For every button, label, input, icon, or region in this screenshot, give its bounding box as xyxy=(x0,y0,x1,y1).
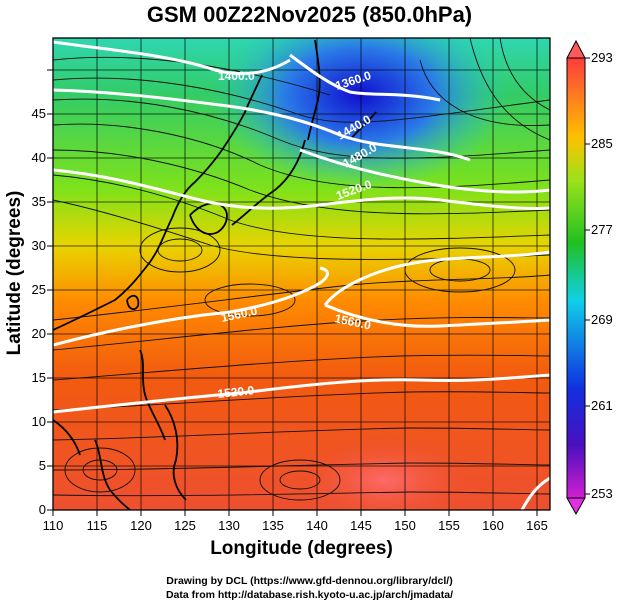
colorbar-tick-label: 261 xyxy=(591,398,613,413)
warm-core xyxy=(295,435,475,510)
y-tick-label: 40 xyxy=(31,150,46,165)
colorbar-min-arrow xyxy=(566,497,586,516)
y-tick-label: 30 xyxy=(31,238,46,253)
y-axis-label: Latitude (degrees) xyxy=(4,190,25,356)
y-tick-label: 45 xyxy=(31,106,46,121)
plot-frame xyxy=(52,37,551,511)
colorbar xyxy=(566,39,590,516)
x-tick-label: 120 xyxy=(130,518,152,533)
colorbar-max-arrow xyxy=(566,39,586,59)
x-tick-label: 115 xyxy=(86,518,108,533)
x-tick-label: 150 xyxy=(394,518,416,533)
x-tick-label: 130 xyxy=(218,518,240,533)
x-tick-label: 125 xyxy=(174,518,196,533)
plot-area: 1360.0 1400.0 1440.0 1480.0 1520.0 1560.… xyxy=(53,38,550,510)
colorbar-tick-label: 277 xyxy=(591,222,613,237)
credit-drawing: Drawing by DCL (https://www.gfd-dennou.o… xyxy=(166,575,453,587)
axis-ticks xyxy=(47,69,538,516)
x-tick-label: 145 xyxy=(350,518,372,533)
x-tick-label: 140 xyxy=(306,518,328,533)
credit-data: Data from http://database.rish.kyoto-u.a… xyxy=(165,589,454,601)
y-tick-label: 15 xyxy=(31,370,46,385)
coastlines xyxy=(53,39,377,510)
x-axis-label: Longitude (degrees) xyxy=(210,538,393,559)
x-tick-label: 165 xyxy=(526,518,548,533)
x-tick-label: 135 xyxy=(262,518,284,533)
colorbar-tick-label: 285 xyxy=(591,136,613,151)
contour-label: 1400.0 xyxy=(218,69,255,83)
y-tick-label: 0 xyxy=(38,502,46,517)
y-tick-label: 25 xyxy=(31,282,46,297)
streamlines xyxy=(53,38,550,501)
y-tick-label: 35 xyxy=(31,194,46,209)
y-tick-label: 5 xyxy=(38,458,46,473)
chart-title: GSM 00Z22Nov2025 (850.0hPa) xyxy=(146,2,473,27)
colorbar-tick-label: 253 xyxy=(591,486,613,501)
y-tick-label: 20 xyxy=(31,326,46,341)
colorbar-tick-label: 293 xyxy=(591,50,613,65)
colorbar-tick-label: 269 xyxy=(591,312,613,327)
contour-label: 1520.0 xyxy=(217,383,255,401)
contour-lines xyxy=(53,40,550,510)
x-tick-label: 160 xyxy=(482,518,504,533)
x-tick-label: 110 xyxy=(42,518,64,533)
y-tick-label: 10 xyxy=(31,414,46,429)
grid-lines xyxy=(53,38,550,510)
x-tick-label: 155 xyxy=(438,518,460,533)
